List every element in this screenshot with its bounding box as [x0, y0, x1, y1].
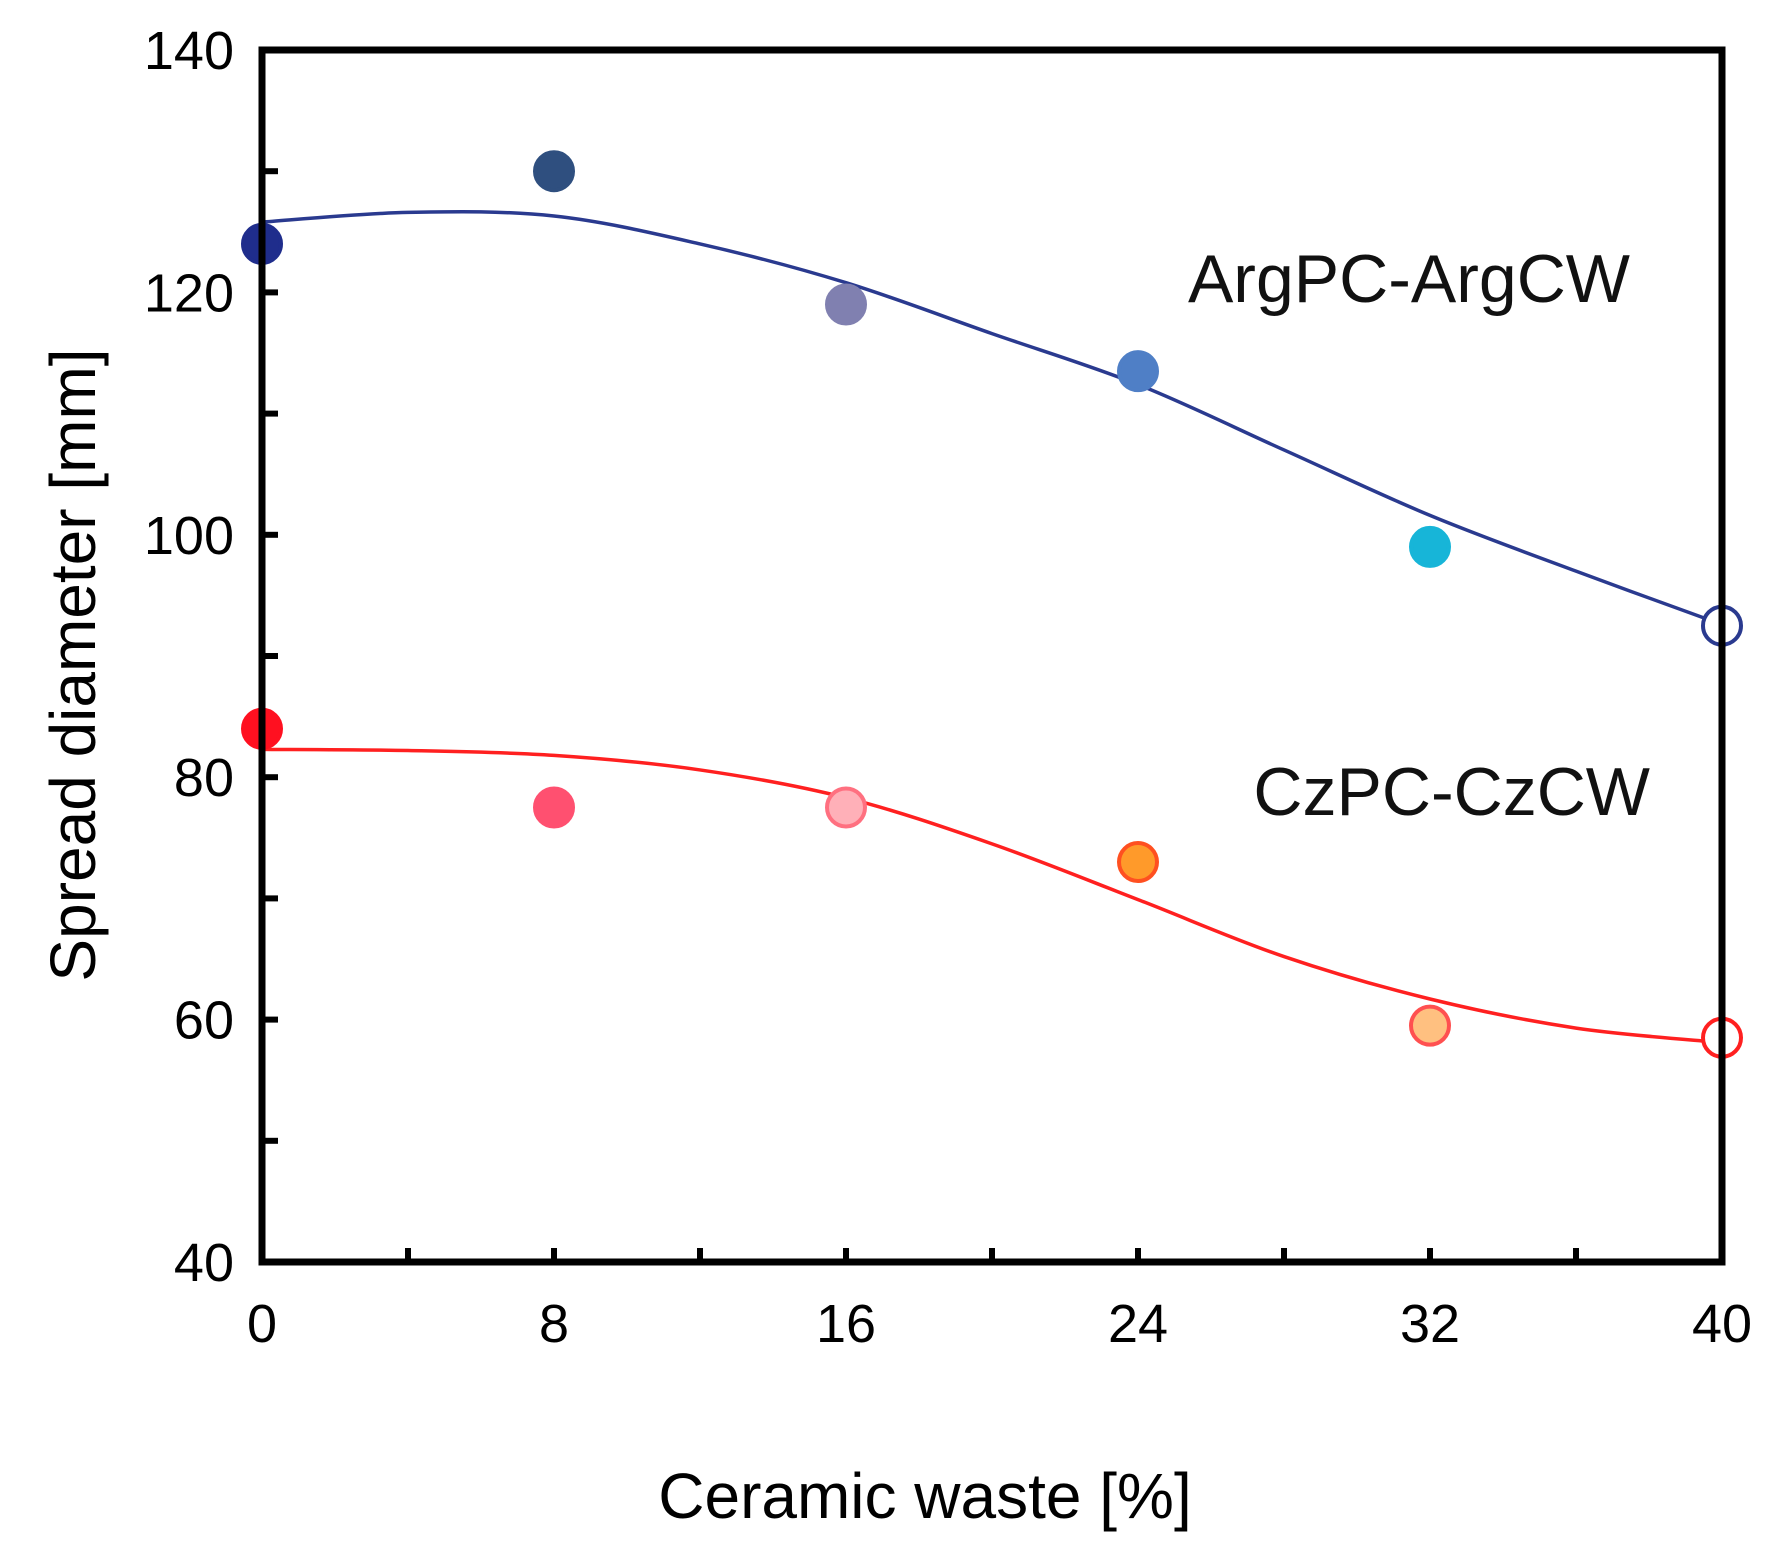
data-point-series-0 — [1117, 350, 1159, 393]
trend-lines — [261, 209, 1723, 1045]
y-tick-label: 60 — [174, 991, 234, 1051]
tick-labels: 0 8 16 24 32 40 40 60 80 100 120 140 — [144, 21, 1752, 1354]
data-point-series-0 — [1409, 525, 1451, 568]
axis-ticks — [259, 47, 1725, 1265]
x-tick-label: 0 — [247, 1294, 277, 1354]
x-tick-label: 32 — [1400, 1294, 1460, 1354]
data-point-series-1 — [1409, 1004, 1451, 1047]
data-point-series-0 — [533, 150, 575, 193]
trend-line-series-1 — [261, 747, 1723, 1045]
data-point-series-1 — [825, 786, 867, 829]
data-point-series-1 — [533, 786, 575, 829]
y-tick-label: 120 — [144, 263, 234, 323]
series-label-czpc-czcw: CzPC-CzCW — [1253, 754, 1650, 830]
x-tick-label: 40 — [1692, 1294, 1752, 1354]
x-axis-title: Ceramic waste [%] — [658, 1460, 1191, 1532]
plot-frame — [258, 46, 1726, 1266]
x-tick-label: 8 — [539, 1294, 569, 1354]
y-tick-label: 80 — [174, 748, 234, 808]
data-point-series-1 — [1117, 841, 1159, 884]
trend-line-series-0 — [261, 209, 1723, 627]
y-axis-title: Spread diameter [mm] — [37, 348, 109, 981]
y-tick-label: 100 — [144, 506, 234, 566]
series-label-argpc-argcw: ArgPC-ArgCW — [1188, 241, 1630, 317]
x-tick-label: 16 — [816, 1294, 876, 1354]
x-tick-label: 24 — [1108, 1294, 1168, 1354]
y-tick-label: 40 — [174, 1233, 234, 1293]
y-tick-label: 140 — [144, 21, 234, 81]
data-point-series-0 — [825, 283, 867, 326]
